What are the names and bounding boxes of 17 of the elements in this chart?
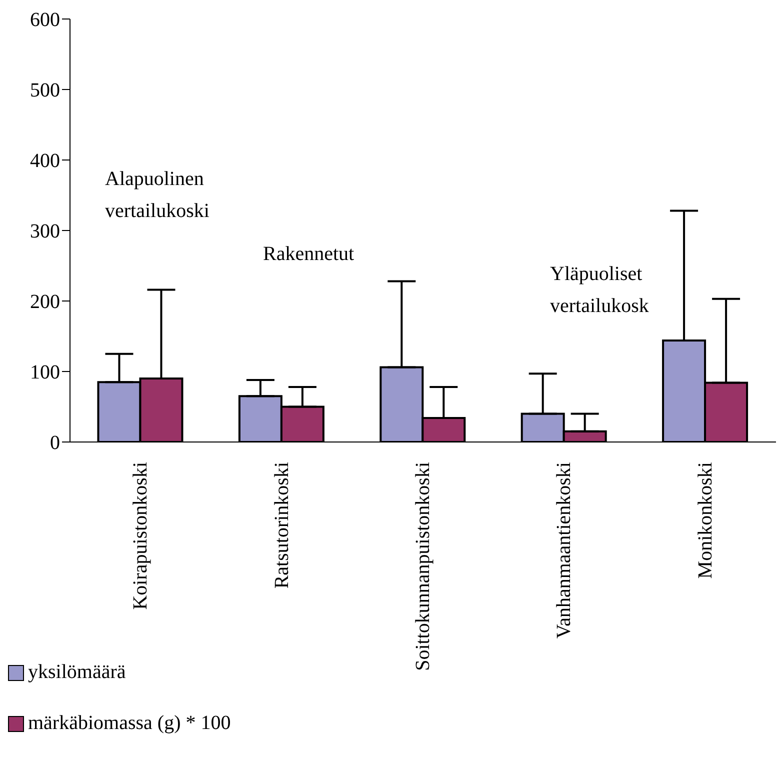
x-tick-label: Koirapuistonkoski	[130, 462, 152, 610]
y-tick-label: 200	[30, 291, 60, 314]
annotation: Rakennetut	[263, 242, 356, 267]
x-tick-label: Monikonkoski	[694, 462, 716, 579]
y-tick-label: 400	[30, 150, 60, 172]
x-tick-label: Ratsutorinkoski	[270, 462, 293, 589]
y-tick-label: 0	[50, 432, 60, 454]
y-tick-label: 300	[30, 220, 60, 243]
legend-label: märkäbiomassa (g) * 100	[28, 712, 231, 735]
y-tick-label: 600	[30, 9, 60, 32]
x-tick-label: Vanhanmaantienkoski	[553, 462, 576, 639]
annotation: Alapuolinen vertailukoski	[105, 167, 210, 224]
annotation: Yläpuoliset vertailukosk	[550, 262, 650, 319]
x-tick-label: Soittokunnanpuistonkoski	[412, 462, 434, 671]
legend-label: yksilömäärä	[28, 661, 126, 684]
y-tick-label: 100	[30, 362, 60, 384]
y-tick-label: 500	[30, 80, 60, 102]
